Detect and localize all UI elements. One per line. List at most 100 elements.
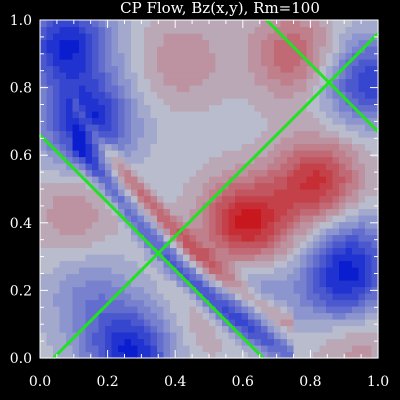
heatmap-cell [105,52,113,60]
heatmap-cell [241,156,249,164]
heatmap-cell [176,234,184,242]
heatmap-cell [53,52,61,60]
heatmap-cell [144,228,152,236]
heatmap-cell [170,189,178,197]
heatmap-cell [92,299,100,307]
heatmap-cell [306,156,314,164]
heatmap-cell [319,78,327,86]
heatmap-cell [280,280,288,288]
heatmap-cell [319,273,327,281]
heatmap-cell [235,293,243,301]
heatmap-cell [150,163,158,171]
heatmap-cell [66,78,74,86]
heatmap-cell [118,98,126,106]
heatmap-cell [202,286,210,294]
heatmap-cell [53,78,61,86]
heatmap-cell [209,98,217,106]
heatmap-cell [53,345,61,353]
heatmap-cell [326,65,334,73]
heatmap-cell [131,91,139,99]
heatmap-cell [209,260,217,268]
heatmap-cell [189,260,197,268]
heatmap-cell [326,260,334,268]
heatmap-cell [137,33,145,41]
heatmap-cell [371,85,379,93]
heatmap-cell [248,234,256,242]
heatmap-cell [267,260,275,268]
heatmap-cell [53,280,61,288]
heatmap-cell [274,85,282,93]
heatmap-cell [352,156,360,164]
heatmap-cell [222,345,230,353]
heatmap-cell [241,221,249,229]
heatmap-cell [222,85,230,93]
heatmap-cell [150,273,158,281]
heatmap-cell [40,221,48,229]
heatmap-cell [176,221,184,229]
heatmap-cell [241,299,249,307]
heatmap-cell [124,137,132,145]
heatmap-cell [163,208,171,216]
heatmap-cell [261,345,269,353]
heatmap-cell [176,143,184,151]
heatmap-cell [345,52,353,60]
heatmap-cell [241,169,249,177]
heatmap-cell [235,98,243,106]
heatmap-cell [287,78,295,86]
heatmap-cell [98,104,106,112]
heatmap-cell [215,124,223,132]
heatmap-cell [98,150,106,158]
heatmap-cell [176,111,184,119]
heatmap-cell [228,351,236,359]
heatmap-cell [92,176,100,184]
heatmap-cell [215,78,223,86]
heatmap-cell [222,78,230,86]
heatmap-cell [40,72,48,80]
heatmap-cell [131,137,139,145]
heatmap-cell [274,247,282,255]
heatmap-cell [202,338,210,346]
heatmap-cell [157,91,165,99]
heatmap-cell [196,286,204,294]
heatmap-cell [254,221,262,229]
heatmap-cell [352,182,360,190]
heatmap-cell [46,46,54,54]
heatmap-cell [196,312,204,320]
heatmap-cell [267,143,275,151]
heatmap-cell [66,104,74,112]
heatmap-cell [313,33,321,41]
heatmap-cell [293,163,301,171]
heatmap-cell [150,65,158,73]
heatmap-cell [176,72,184,80]
heatmap-cell [332,150,340,158]
heatmap-cell [189,111,197,119]
heatmap-cell [365,150,373,158]
heatmap-cell [189,208,197,216]
heatmap-cell [313,59,321,67]
heatmap-cell [196,52,204,60]
heatmap-cell [118,117,126,125]
heatmap-cell [189,189,197,197]
heatmap-cell [306,104,314,112]
heatmap-cell [98,280,106,288]
heatmap-cell [98,182,106,190]
heatmap-cell [371,20,379,28]
heatmap-cell [196,254,204,262]
heatmap-cell [319,267,327,275]
heatmap-cell [248,338,256,346]
heatmap-cell [287,215,295,223]
heatmap-cell [241,46,249,54]
heatmap-cell [189,195,197,203]
heatmap-cell [59,228,67,236]
heatmap-cell [287,312,295,320]
heatmap-cell [306,26,314,34]
heatmap-cell [105,124,113,132]
heatmap-cell [371,78,379,86]
heatmap-cell [131,260,139,268]
heatmap-cell [241,130,249,138]
heatmap-cell [267,98,275,106]
heatmap-cell [371,332,379,340]
heatmap-cell [118,182,126,190]
heatmap-cell [248,228,256,236]
